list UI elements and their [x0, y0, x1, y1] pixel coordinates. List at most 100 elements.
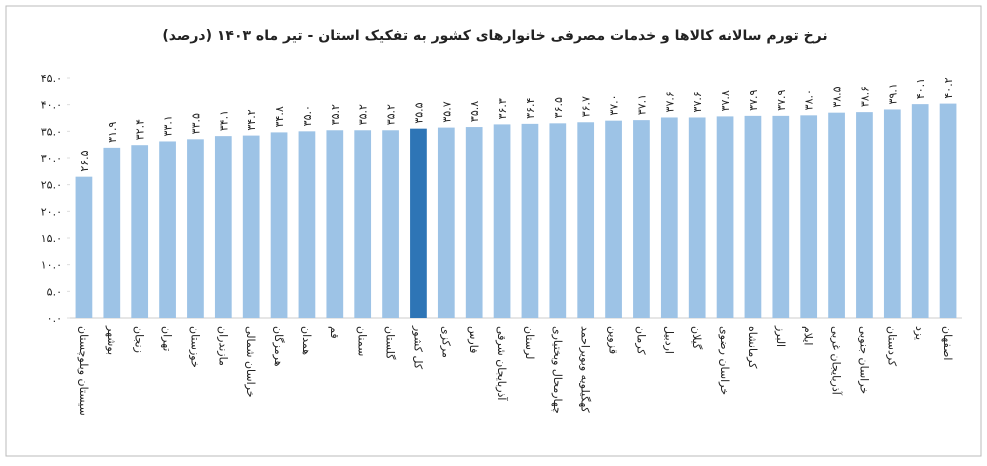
- bar: [856, 112, 873, 318]
- bar: [354, 130, 372, 318]
- bar: [828, 112, 845, 319]
- bar: [131, 145, 149, 318]
- bar: [103, 147, 121, 318]
- value-label: ۳۴.۱: [217, 110, 230, 131]
- value-label: ۳۴.۸: [273, 106, 286, 127]
- x-tick-label: اردبیل: [662, 326, 675, 354]
- value-label: ۳۸.۵: [831, 86, 844, 107]
- x-tick-label: کردستان: [885, 326, 898, 367]
- bar: [326, 130, 344, 318]
- bar: [493, 124, 511, 319]
- x-tick-label: کهگیلویه وبویراحمد: [579, 326, 592, 413]
- y-tick-label: ۳۵.۰: [41, 125, 62, 138]
- x-tick-label: فارس: [467, 326, 480, 353]
- value-label: ۳۶.۵: [552, 97, 565, 118]
- value-label: ۳۲.۴: [134, 119, 147, 140]
- bar: [465, 127, 483, 318]
- y-tick-label: ۲۰.۰: [41, 205, 62, 218]
- value-label: ۳۷.۹: [747, 90, 760, 111]
- x-tick-label: خراسان شمالی: [244, 326, 257, 398]
- x-tick-label: قزوین: [607, 326, 620, 354]
- x-tick-label: گلستان: [384, 326, 397, 360]
- bar: [75, 176, 93, 318]
- x-tick-label: خراسان رضوی: [718, 326, 731, 395]
- y-tick-label: ۰.۰: [47, 312, 62, 325]
- value-label: ۳۶.۷: [580, 96, 593, 117]
- value-label: ۳۵.۵: [412, 102, 425, 123]
- value-label: ۳۵.۰: [301, 105, 314, 126]
- x-tick-label: البرز: [774, 325, 787, 347]
- bar: [911, 104, 929, 318]
- value-label: ۳۶.۴: [524, 98, 537, 119]
- x-tick-label: اصفهان: [941, 326, 954, 360]
- x-tick-label: تهران: [161, 326, 174, 351]
- bar: [660, 117, 678, 318]
- x-tick-label: زنجان: [133, 326, 146, 353]
- value-label: ۳۳.۱: [162, 115, 175, 136]
- bar: [883, 109, 901, 318]
- x-tick-label: یزد: [913, 326, 926, 340]
- value-label: ۳۷.۸: [719, 90, 732, 111]
- bar: [382, 130, 399, 318]
- value-label: ۳۷.۹: [775, 90, 788, 111]
- bar: [214, 136, 232, 318]
- x-tick-label: لرستان: [523, 326, 536, 359]
- bar: [159, 141, 176, 318]
- x-tick-label: کل کشور: [411, 325, 424, 370]
- value-label: ۲۶.۵: [78, 150, 91, 171]
- y-tick-label: ۱۰.۰: [41, 259, 62, 272]
- x-tick-label: گیلان: [690, 326, 703, 350]
- value-label: ۳۷.۶: [663, 91, 676, 112]
- value-label: ۳۵.۲: [385, 104, 398, 125]
- value-label: ۳۷.۰: [608, 94, 621, 115]
- bar: [298, 131, 316, 318]
- x-tick-label: بوشهر: [105, 325, 118, 355]
- x-tick-label: سمنان: [356, 326, 369, 356]
- value-label: ۳۸.۰: [803, 89, 816, 110]
- y-tick-label: ۱۵.۰: [41, 232, 62, 245]
- value-label: ۴۰.۱: [914, 78, 927, 99]
- x-tick-label: مازندران: [216, 326, 229, 366]
- y-tick-label: ۴۵.۰: [41, 72, 62, 85]
- y-tick-label: ۳۰.۰: [41, 152, 62, 165]
- bar: [410, 128, 427, 318]
- x-tick-label: آذربایجان شرقی: [495, 326, 509, 401]
- bar: [242, 135, 260, 318]
- x-tick-label: کرمان: [634, 326, 647, 355]
- bar: [744, 115, 762, 318]
- x-tick-label: آذربایجان غربی: [830, 326, 844, 396]
- x-tick-label: کرمانشاه: [746, 326, 759, 369]
- bar: [270, 132, 288, 318]
- value-label: ۳۷.۱: [635, 94, 648, 115]
- x-tick-label: خراسان جنوبی: [857, 326, 870, 394]
- x-tick-label: همدان: [300, 326, 313, 355]
- x-tick-label: ایلام: [802, 326, 815, 346]
- value-label: ۳۵.۲: [357, 104, 370, 125]
- y-tick-label: ۵.۰: [47, 285, 62, 298]
- bar: [772, 115, 790, 318]
- value-label: ۳۸.۶: [858, 86, 871, 107]
- chart-title: نرخ تورم سالانه کالاها و خدمات مصرفی خان…: [162, 28, 827, 44]
- bar: [688, 117, 706, 318]
- y-tick-label: ۴۰.۰: [41, 99, 62, 112]
- value-label: ۳۵.۲: [329, 104, 342, 125]
- bar: [716, 116, 734, 319]
- value-label: ۳۱.۹: [106, 122, 119, 143]
- bar: [549, 123, 567, 318]
- value-label: ۴۰.۲: [942, 77, 955, 98]
- x-tick-label: خوزستان: [188, 326, 201, 368]
- bar: [437, 127, 455, 318]
- bar: [605, 120, 622, 319]
- value-label: ۳۳.۵: [189, 113, 202, 134]
- y-tick-label: ۲۵.۰: [41, 179, 62, 192]
- x-tick-label: سیستان وبلوچستان: [77, 326, 90, 416]
- value-label: ۳۷.۶: [691, 91, 704, 112]
- value-label: ۳۶.۳: [496, 98, 509, 119]
- value-label: ۳۵.۷: [440, 101, 453, 122]
- x-tick-label: مرکزی: [439, 326, 452, 358]
- bar: [939, 103, 957, 318]
- x-tick-label: قم: [328, 326, 341, 339]
- value-label: ۳۵.۸: [468, 101, 481, 122]
- bar: [633, 120, 650, 318]
